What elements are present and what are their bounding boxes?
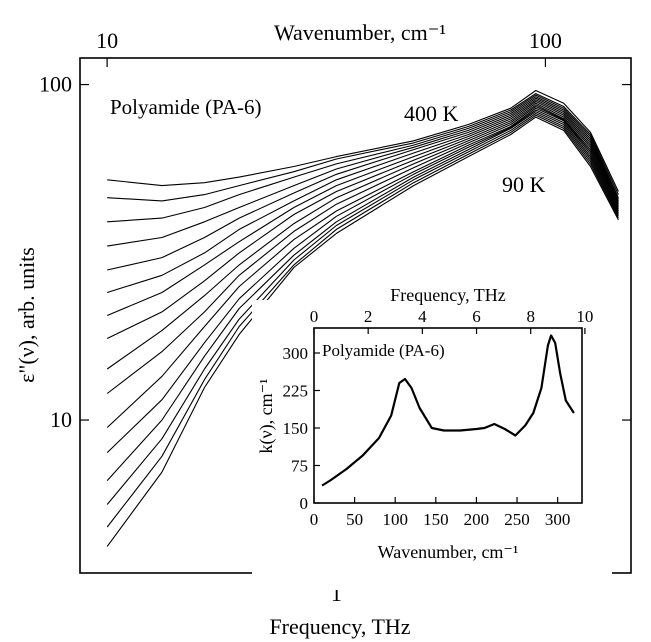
top-axis-title: Wavenumber, cm⁻¹ xyxy=(274,20,446,45)
inset-top-x-tick-label: 0 xyxy=(310,307,319,326)
temperature-curve-9 xyxy=(106,104,619,370)
inset-top-x-tick-label: 10 xyxy=(576,307,593,326)
temperature-curve-3 xyxy=(107,94,619,223)
low-temp-label: 90 K xyxy=(502,172,546,197)
temperature-curve-11 xyxy=(106,107,619,428)
inset-x-tick-label: 200 xyxy=(464,510,490,529)
inset-x-tick-label: 250 xyxy=(504,510,530,529)
inset-y-axis-title: k(ν), cm⁻¹ xyxy=(256,378,277,453)
temperature-curve-8 xyxy=(106,102,619,339)
inset-x-tick-label: 150 xyxy=(423,510,449,529)
inset-x-tick-label: 50 xyxy=(346,510,363,529)
temperature-curve-2 xyxy=(107,93,619,202)
y-tick-label: 100 xyxy=(39,72,72,97)
inset-x-tick-label: 300 xyxy=(545,510,571,529)
temperature-curve-5 xyxy=(107,97,619,271)
absorption-curve xyxy=(321,334,575,487)
inset-material-label: Polyamide (PA-6) xyxy=(322,341,445,360)
inset-y-tick-label: 75 xyxy=(291,457,308,476)
inset-top-x-tick-label: 2 xyxy=(364,307,373,326)
top-x-tick-label: 100 xyxy=(529,28,562,53)
temperature-curve-7 xyxy=(106,100,619,317)
inset-x-tick-label: 0 xyxy=(310,510,319,529)
temperature-curve-12 xyxy=(106,109,619,453)
temperature-curve-4 xyxy=(107,96,619,247)
inset-top-x-tick-label: 4 xyxy=(418,307,427,326)
inset-plot-frame xyxy=(313,327,583,504)
inset-y-tick-label: 150 xyxy=(283,419,309,438)
inset-top-x-tick-label: 6 xyxy=(472,307,481,326)
inset-y-tick-label: 300 xyxy=(283,344,309,363)
temperature-curve-1 xyxy=(107,89,619,192)
inset-background xyxy=(252,300,612,590)
inset-y-tick-label: 0 xyxy=(300,494,309,513)
x-tick-label: 1 xyxy=(331,581,342,606)
temperature-curve-6 xyxy=(107,99,619,294)
inset-x-tick-label: 100 xyxy=(382,510,408,529)
top-x-tick-label: 10 xyxy=(96,28,118,53)
temperature-curve-16 xyxy=(106,116,619,547)
temperature-curve-15 xyxy=(106,114,619,528)
y-tick-label: 10 xyxy=(50,407,72,432)
inset-y-tick-label: 225 xyxy=(283,382,309,401)
inset-curve-group xyxy=(321,334,575,487)
inset-bottom-axis-title: Wavenumber, cm⁻¹ xyxy=(378,542,519,562)
bottom-axis-title: Frequency, THz xyxy=(269,614,410,639)
y-axis-title: ε"(ν), arb. units xyxy=(14,247,39,383)
inset-top-x-tick-label: 8 xyxy=(526,307,535,326)
temperature-curve-14 xyxy=(106,112,619,505)
temperature-curve-10 xyxy=(106,105,619,394)
temperature-curve-13 xyxy=(106,111,619,481)
material-label: Polyamide (PA-6) xyxy=(110,95,261,119)
high-temp-label: 400 K xyxy=(404,101,459,126)
main-curves xyxy=(106,89,619,547)
inset-top-axis-title: Frequency, THz xyxy=(390,285,505,305)
